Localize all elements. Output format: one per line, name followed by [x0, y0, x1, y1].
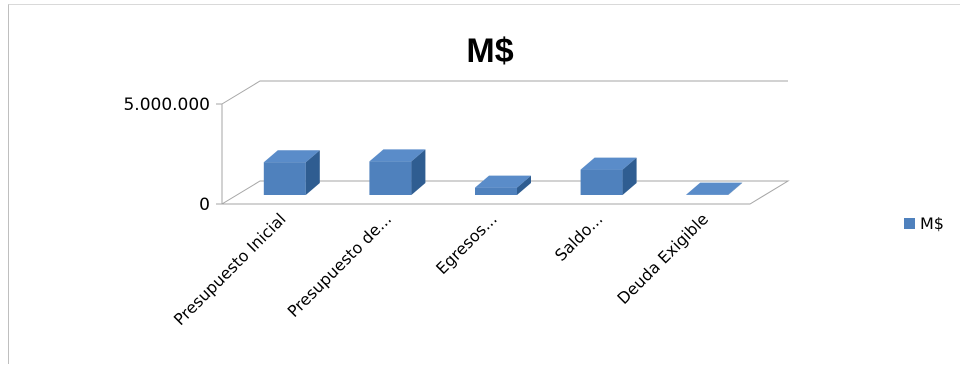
- bar-front: [263, 162, 306, 195]
- back-wall-outline: [221, 80, 788, 204]
- legend: M$: [904, 214, 944, 233]
- chart-walls: [220, 80, 790, 205]
- bar-side: [517, 175, 531, 195]
- bar: [686, 182, 743, 195]
- x-category-label: Deuda Exigible: [613, 209, 712, 308]
- y-tick-label: 5.000.000: [123, 95, 210, 115]
- bar-side: [305, 150, 320, 195]
- legend-label: M$: [920, 214, 944, 233]
- bar-front: [369, 161, 412, 195]
- x-category-label: Presupuesto de...: [284, 209, 396, 321]
- y-axis-ticks: 0 5.000.000: [123, 95, 222, 215]
- x-category-label: Saldo...: [551, 209, 606, 264]
- bars-group: [263, 149, 743, 195]
- bar-top: [686, 182, 743, 195]
- bar: [475, 175, 531, 195]
- bar: [263, 150, 320, 195]
- bar: [369, 149, 426, 195]
- bar-side: [728, 182, 743, 195]
- bar-top: [580, 157, 637, 170]
- floor-outline: [220, 180, 790, 205]
- x-category-label: Presupuesto Inicial: [170, 209, 290, 329]
- y-tick-label: 0: [199, 195, 210, 215]
- bar-top: [263, 150, 320, 163]
- bar-front: [580, 169, 623, 195]
- bar-side: [622, 157, 637, 195]
- chart-title: M$: [466, 32, 513, 70]
- x-category-label: Egresos...: [432, 209, 501, 278]
- bar-top: [369, 149, 426, 162]
- bar-front: [475, 187, 517, 195]
- bar: [580, 157, 637, 195]
- bar-side: [411, 149, 426, 195]
- bar-top: [475, 175, 531, 188]
- legend-swatch: [904, 218, 915, 229]
